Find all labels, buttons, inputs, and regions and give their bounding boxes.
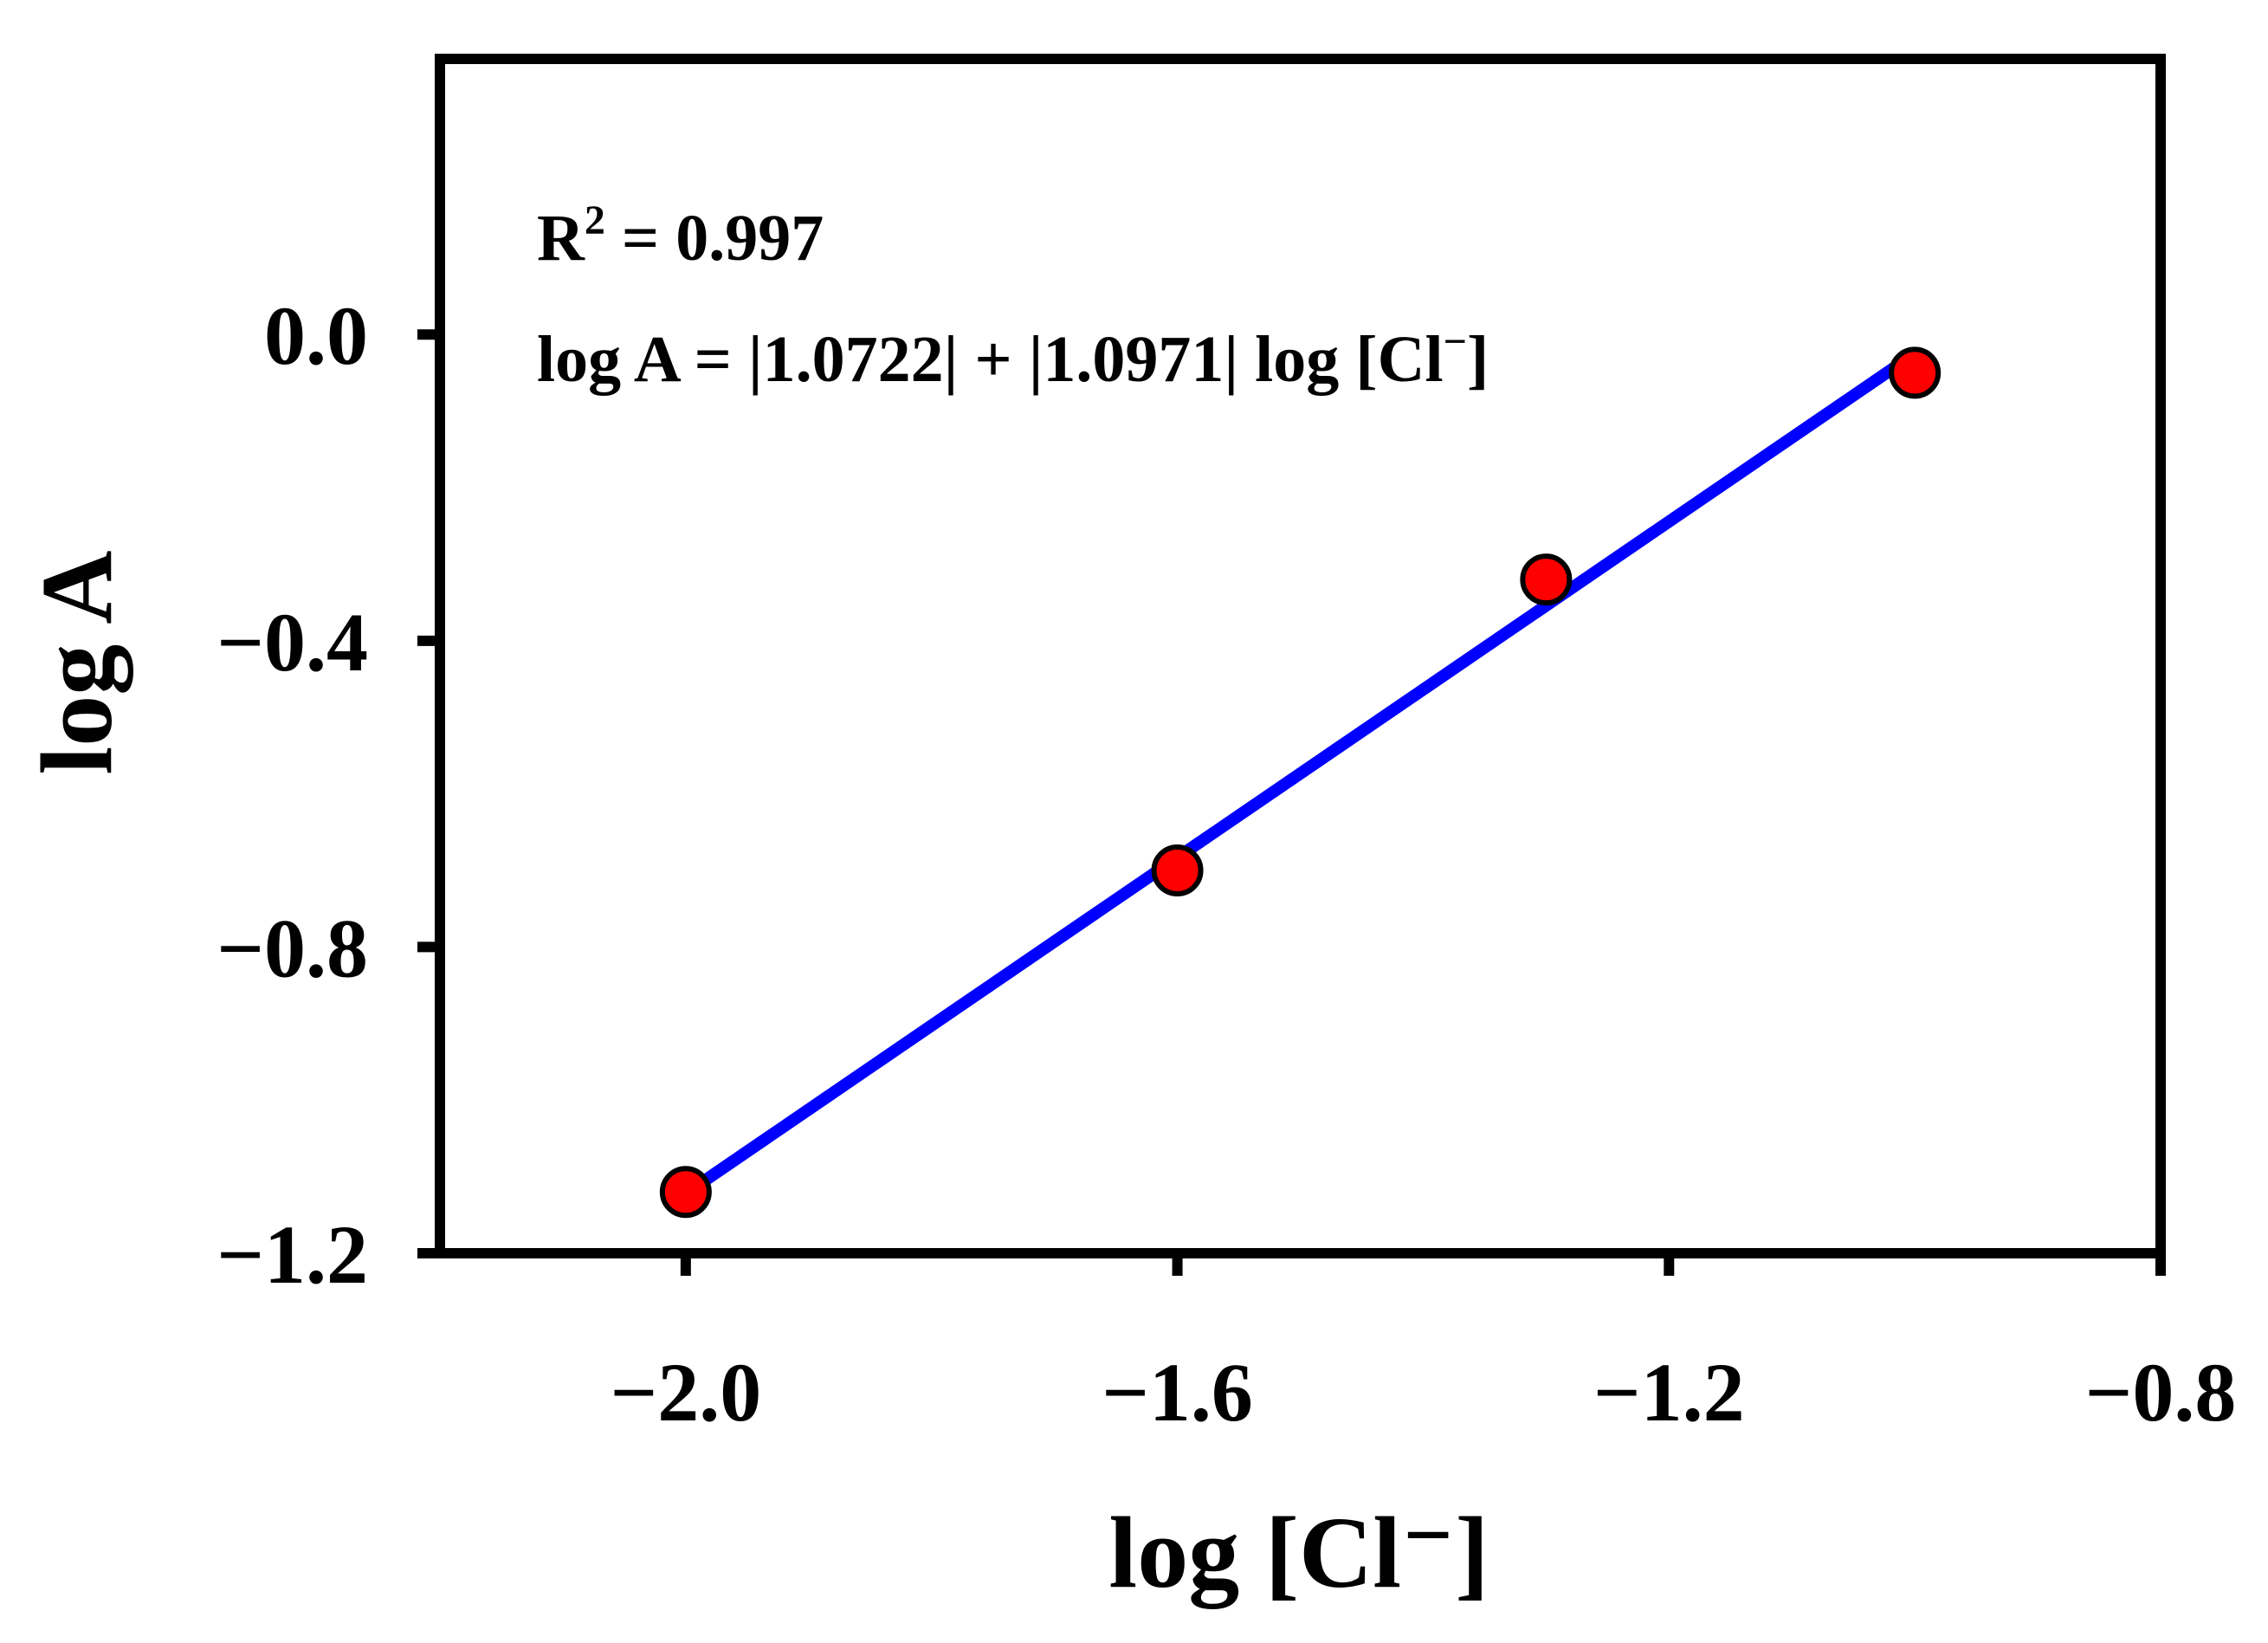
equation-end: ] xyxy=(1467,323,1489,396)
y-axis: 0.0 −0.4 −0.8 −1.2 xyxy=(216,289,440,1301)
equation-superscript: − xyxy=(1444,319,1467,365)
x-tick-label-2: −1.2 xyxy=(1593,1346,1745,1439)
data-point-1 xyxy=(1151,844,1204,897)
data-point-3 xyxy=(1889,346,1942,399)
x-tick-label-1: −1.6 xyxy=(1102,1346,1253,1439)
y-tick-label-3: −1.2 xyxy=(216,1208,368,1301)
equation-annotation: log A = |1.0722| + |1.0971| log [Cl−] xyxy=(537,319,1489,396)
plot-frame xyxy=(435,54,2166,1258)
data-point-0 xyxy=(659,1166,712,1219)
data-points xyxy=(659,346,1942,1219)
data-point-2 xyxy=(1520,553,1573,606)
x-tick-label-3: −0.8 xyxy=(2085,1346,2237,1439)
y-axis-title: log A xyxy=(20,551,133,775)
y-tick-label-1: −0.4 xyxy=(216,596,368,689)
r2-prefix: R xyxy=(537,202,585,275)
regression-line xyxy=(679,347,1922,1200)
x-axis: −2.0 −1.6 −1.2 −0.8 xyxy=(611,1253,2237,1439)
equation-main: log A = |1.0722| + |1.0971| log [Cl xyxy=(537,323,1444,396)
r-squared-annotation: R2 = 0.997 xyxy=(537,197,824,275)
y-tick-label-2: −0.8 xyxy=(216,902,368,994)
x-tick-label-0: −2.0 xyxy=(611,1346,762,1439)
x-axis-title: log [Cl⁻] xyxy=(1108,1496,1489,1609)
y-tick-label-0: 0.0 xyxy=(264,289,368,382)
r2-superscript: 2 xyxy=(585,197,605,243)
r2-value: = 0.997 xyxy=(605,202,824,275)
